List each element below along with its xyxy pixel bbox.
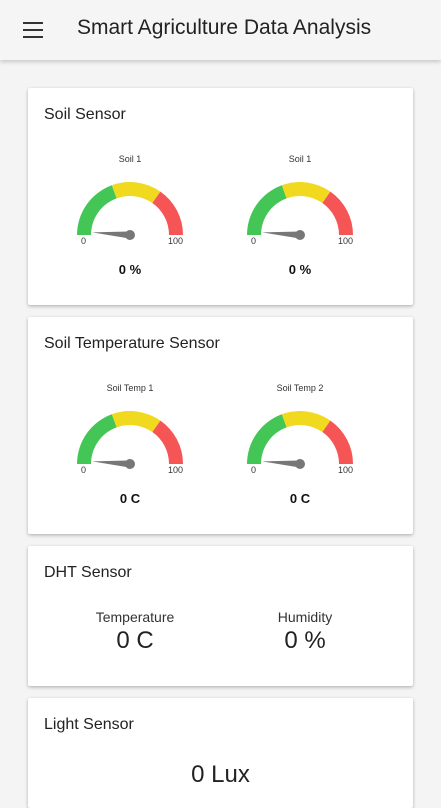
gauge-value: 0 C [289, 491, 311, 506]
app-bar: Smart Agriculture Data Analysis [0, 0, 441, 60]
gauge-label: Soil 1 [288, 154, 312, 164]
soil-gauge-1: Soil 1 0 100 0 % [60, 150, 200, 290]
gauge-min: 0 [251, 465, 257, 475]
gauge-value: 0 C [119, 491, 141, 506]
gauge-green-band [77, 414, 117, 464]
gauge-needle [92, 460, 131, 468]
card-title: Light Sensor [44, 716, 134, 733]
soil-temperature-card: Soil Temperature Sensor Soil Temp 1 0 10… [28, 317, 413, 534]
gauge-green-band [77, 185, 117, 235]
gauge-dial [247, 411, 353, 469]
gauge-value: 0 % [288, 262, 312, 277]
light-sensor-card: Light Sensor 0 Lux [28, 698, 413, 808]
gauge-needle [262, 460, 301, 468]
dht-sensor-card: DHT Sensor Temperature 0 C Humidity 0 % [28, 546, 413, 686]
gauge-min: 0 [81, 236, 87, 246]
gauge-min: 0 [81, 465, 87, 475]
light-value: 0 Lux [191, 761, 250, 788]
soil-sensor-card: Soil Sensor Soil 1 0 100 0 % Soil 1 0 10… [28, 88, 413, 305]
temperature-readout: Temperature 0 C [65, 609, 205, 655]
gauge-max: 100 [168, 236, 184, 246]
gauge-green-band [247, 414, 287, 464]
soil-temp-gauge-2: Soil Temp 2 0 100 0 C [230, 379, 370, 519]
gauge-label: Soil 1 [118, 154, 142, 164]
humidity-value: 0 % [284, 627, 326, 654]
gauge-green-band [247, 185, 287, 235]
humidity-label: Humidity [277, 609, 333, 625]
card-title: Soil Temperature Sensor [44, 335, 220, 352]
page-title: Smart Agriculture Data Analysis [77, 16, 372, 39]
gauge-needle [262, 231, 301, 239]
gauge-label: Soil Temp 1 [106, 383, 154, 393]
gauge-needle [92, 231, 131, 239]
gauge-min: 0 [251, 236, 257, 246]
gauge-max: 100 [168, 465, 184, 475]
gauge-max: 100 [338, 465, 354, 475]
soil-gauge-2: Soil 1 0 100 0 % [230, 150, 370, 290]
soil-temp-gauge-1: Soil Temp 1 0 100 0 C [60, 379, 200, 519]
gauge-hub [295, 230, 305, 240]
hamburger-menu-icon[interactable] [18, 18, 48, 42]
card-title: DHT Sensor [44, 564, 132, 581]
gauge-dial [77, 411, 183, 469]
gauge-dial [247, 182, 353, 240]
gauge-red-band [152, 191, 183, 235]
humidity-readout: Humidity 0 % [235, 609, 375, 655]
gauge-hub [125, 230, 135, 240]
gauge-yellow-band [281, 411, 331, 433]
temperature-label: Temperature [95, 609, 175, 625]
gauge-yellow-band [111, 182, 161, 204]
gauge-red-band [152, 420, 183, 464]
gauge-hub [295, 459, 305, 469]
card-title: Soil Sensor [44, 106, 126, 123]
gauge-dial [77, 182, 183, 240]
gauge-hub [125, 459, 135, 469]
gauge-label: Soil Temp 2 [276, 383, 324, 393]
gauge-yellow-band [281, 182, 331, 204]
temperature-value: 0 C [116, 627, 154, 654]
gauge-max: 100 [338, 236, 354, 246]
gauge-red-band [322, 191, 353, 235]
gauge-value: 0 % [118, 262, 142, 277]
gauge-red-band [322, 420, 353, 464]
gauge-yellow-band [111, 411, 161, 433]
